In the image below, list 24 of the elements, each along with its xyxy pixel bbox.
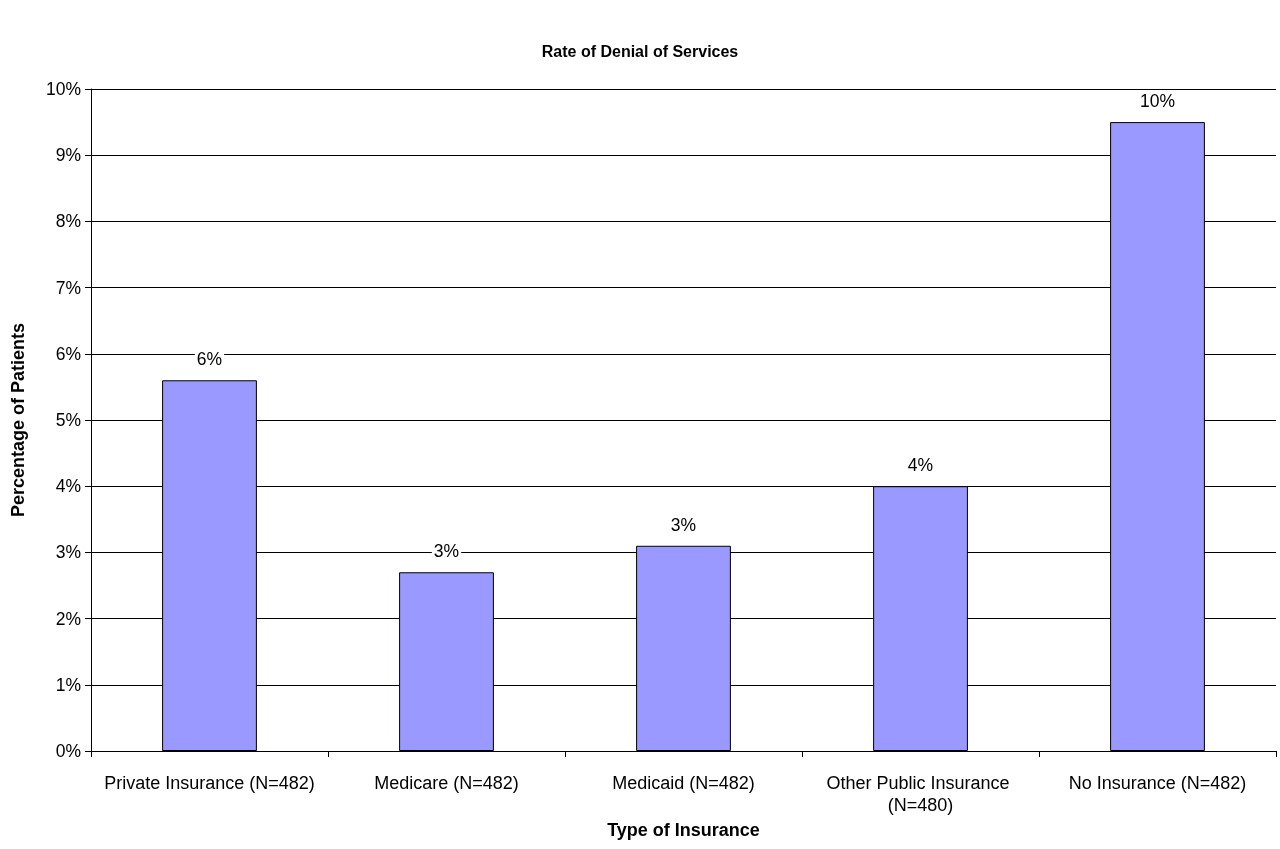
y-tick-label: 2% [55, 608, 81, 629]
chart-title: Rate of Denial of Services [541, 42, 739, 60]
x-tick-label: Medicare (N=482) [374, 773, 519, 793]
y-tick-label: 9% [55, 145, 81, 166]
y-tick-label: 5% [55, 410, 81, 430]
y-tick-label: 4% [55, 476, 81, 497]
y-tick-label: 6% [55, 343, 81, 364]
data-label: 4% [907, 455, 934, 476]
x-tick-label: Private Insurance (N=482) [104, 773, 315, 793]
y-tick-label: 3% [55, 542, 81, 563]
y-tick-label: 0% [55, 741, 81, 761]
data-label: 10% [1139, 91, 1176, 112]
x-axis-title: Type of Insurance [607, 819, 760, 840]
y-tick-label: 8% [55, 211, 81, 232]
y-tick-label: 10% [45, 79, 81, 99]
x-tick-label: No Insurance (N=482) [1068, 773, 1247, 793]
y-axis-title: Percentage of Patients [8, 322, 28, 518]
data-label: 3% [670, 514, 697, 535]
data-label: 6% [196, 349, 223, 370]
data-label: 3% [433, 541, 460, 562]
y-tick-label: 1% [55, 674, 81, 695]
x-tick-label: Other Public Insurance (N=480) [826, 773, 1015, 815]
y-tick-label: 7% [55, 277, 81, 298]
x-tick-label: Medicaid (N=482) [612, 773, 755, 793]
